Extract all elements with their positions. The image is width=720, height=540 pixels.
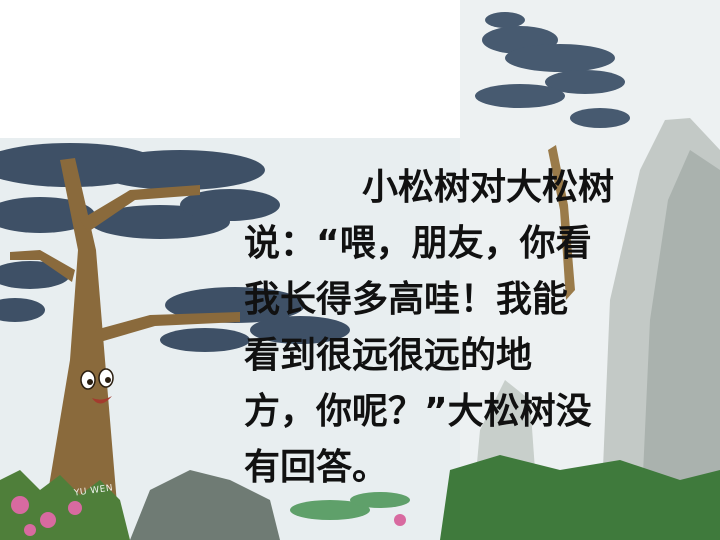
leaves — [290, 492, 410, 520]
cliff-shade — [640, 150, 720, 540]
story-text: 小松树对大松树 说：“喂，朋友，你看 我长得多高哇！我能 看到很远很远的地 方，… — [244, 160, 704, 496]
flowers — [11, 496, 406, 536]
small-pine-foliage — [475, 12, 630, 128]
big-pine-trunk — [10, 158, 240, 540]
story-line: 说：“喂，朋友，你看 — [244, 223, 592, 264]
white-top-left — [0, 0, 460, 138]
story-line: 方，你呢？”大松树没 — [244, 391, 592, 432]
small-pine-trunk — [548, 145, 575, 300]
rocks — [130, 470, 280, 540]
grass — [0, 470, 130, 540]
story-line: 看到很远很远的地 — [244, 335, 533, 376]
story-line: 我长得多高哇！我能 — [244, 279, 569, 320]
story-line: 有回答。 — [244, 447, 389, 488]
story-line: 小松树对大松树 — [362, 167, 615, 208]
grass-right — [440, 455, 720, 540]
